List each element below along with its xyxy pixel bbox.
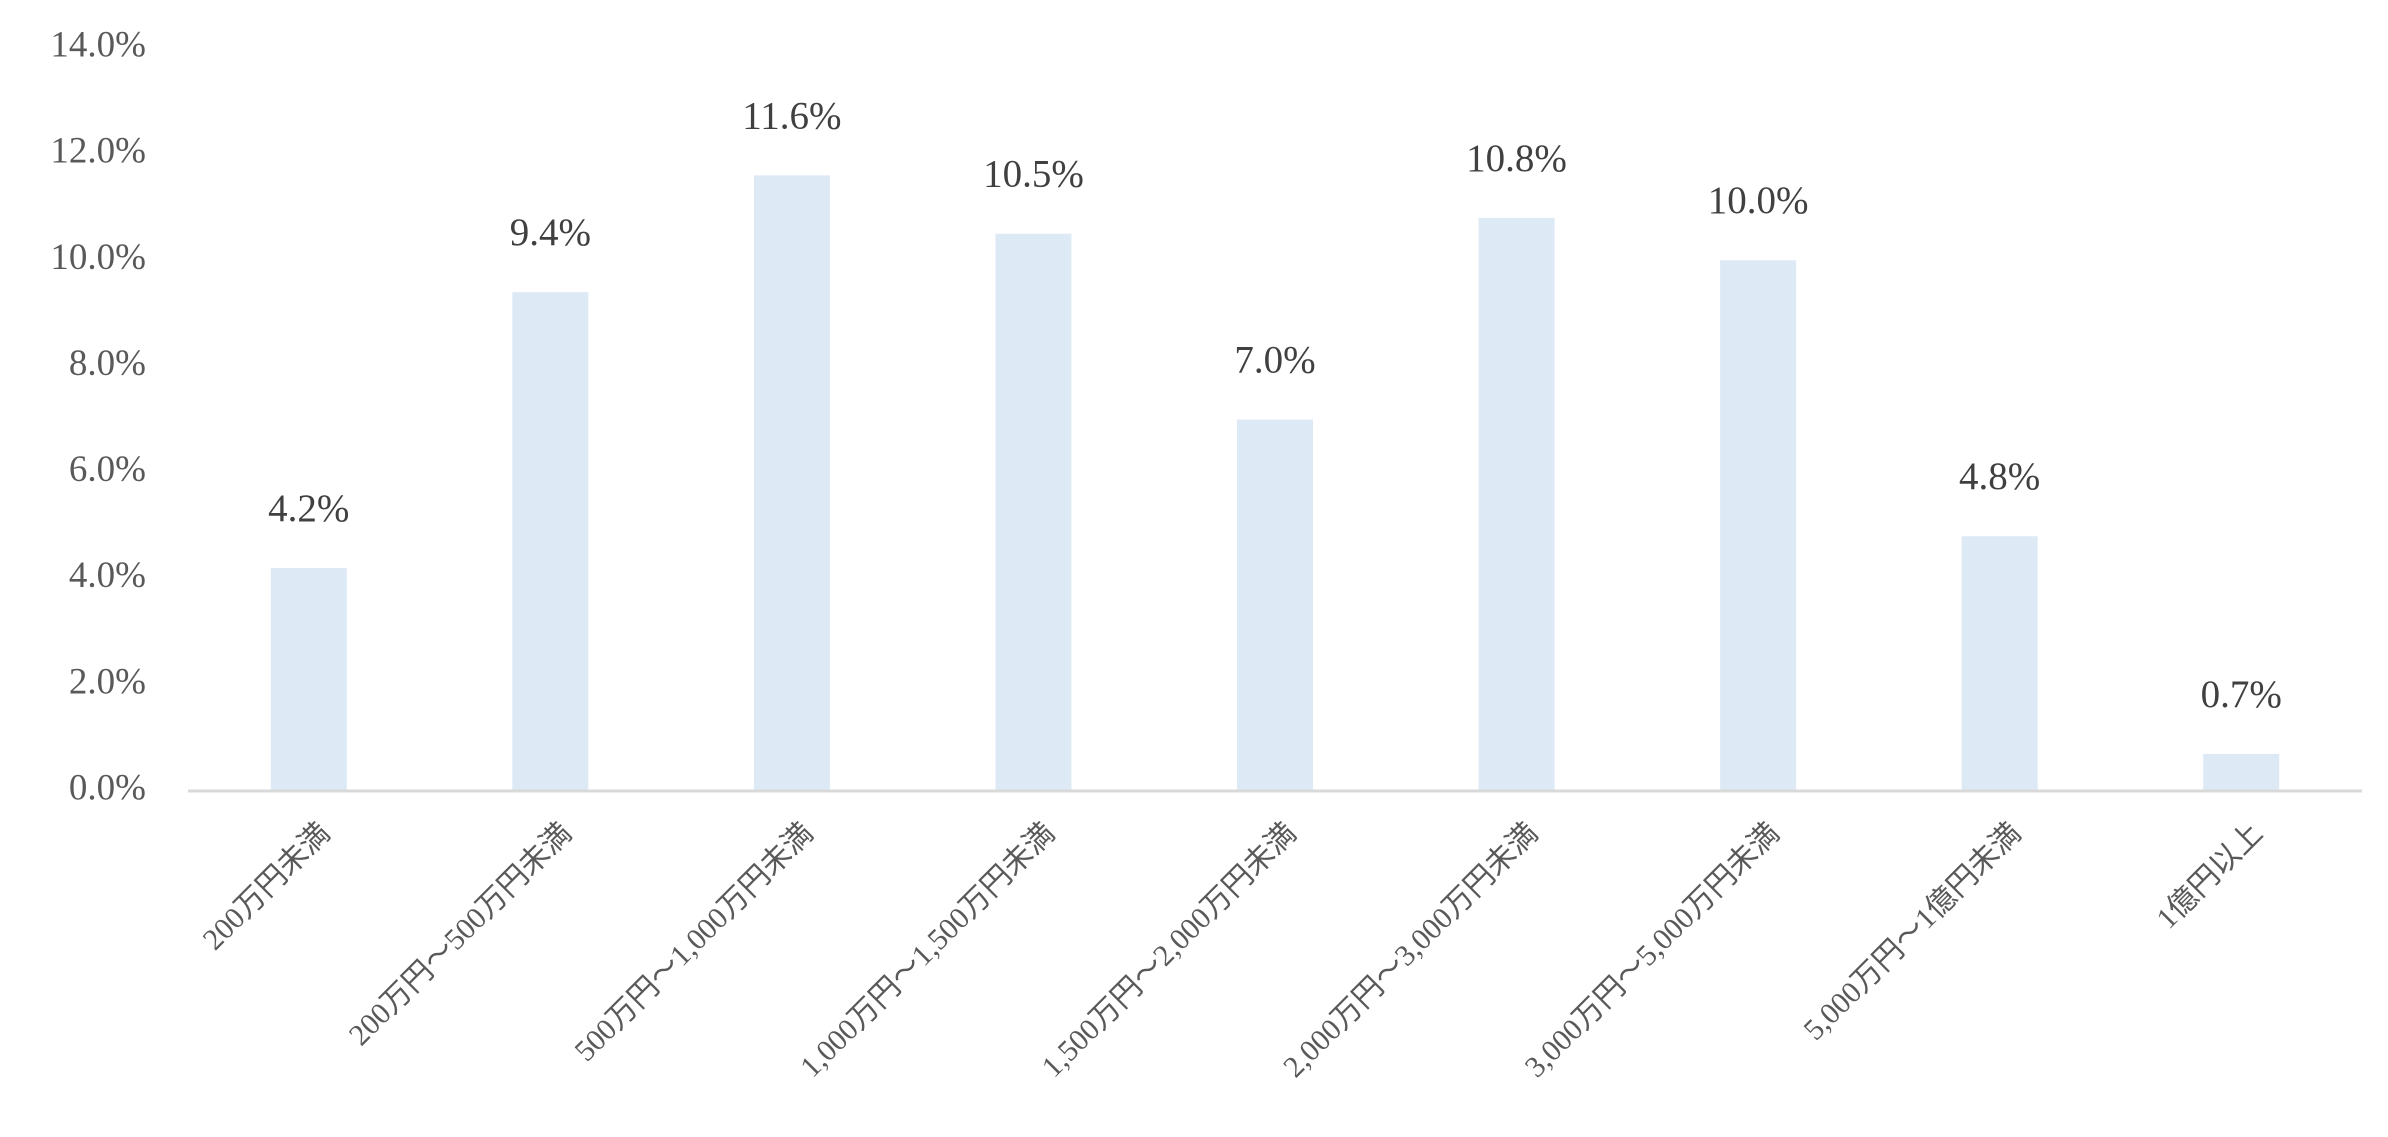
x-tick-label: 2,000万円～3,000万円未満 — [1277, 816, 1544, 1083]
x-tick-label: 1,500万円～2,000万円未満 — [1036, 816, 1303, 1083]
bar — [1478, 217, 1555, 792]
bar — [995, 233, 1072, 791]
x-tick-label: 200万円～500万円未満 — [343, 816, 578, 1051]
bar — [753, 175, 830, 791]
y-tick-label: 12.0% — [50, 131, 146, 172]
data-label: 7.0% — [1234, 338, 1315, 381]
x-tick-label: 5,000万円～1億円未満 — [1797, 816, 2027, 1046]
x-tick-label: 500万円～1,000万円未満 — [568, 816, 819, 1067]
y-tick-label: 2.0% — [69, 661, 146, 702]
data-label: 0.7% — [2201, 673, 2282, 716]
bar — [2203, 753, 2280, 791]
y-tick-label: 4.0% — [69, 555, 146, 596]
data-label: 10.0% — [1708, 179, 1809, 222]
y-tick-label: 10.0% — [50, 237, 146, 278]
data-label: 11.6% — [742, 94, 841, 137]
x-tick-label: 1億円以上 — [2150, 816, 2269, 935]
y-tick-label: 8.0% — [69, 343, 146, 384]
y-tick-label: 0.0% — [69, 767, 146, 808]
bar — [1720, 260, 1797, 791]
x-tick-label: 1,000万円～1,500万円未満 — [794, 816, 1061, 1083]
bar — [1237, 419, 1313, 791]
data-label: 4.2% — [268, 487, 349, 530]
y-tick-label: 6.0% — [69, 449, 146, 490]
data-label: 10.5% — [983, 153, 1084, 196]
x-tick-label: 200万円未満 — [197, 816, 337, 956]
y-tick-label: 14.0% — [50, 24, 146, 65]
data-label: 9.4% — [510, 211, 591, 254]
bar — [512, 292, 589, 791]
x-tick-label: 3,000万円～5,000万円未満 — [1519, 816, 1786, 1083]
data-label: 4.8% — [1959, 455, 2040, 498]
bar — [270, 568, 347, 791]
bar — [1961, 536, 2038, 791]
data-label: 10.8% — [1466, 137, 1567, 180]
